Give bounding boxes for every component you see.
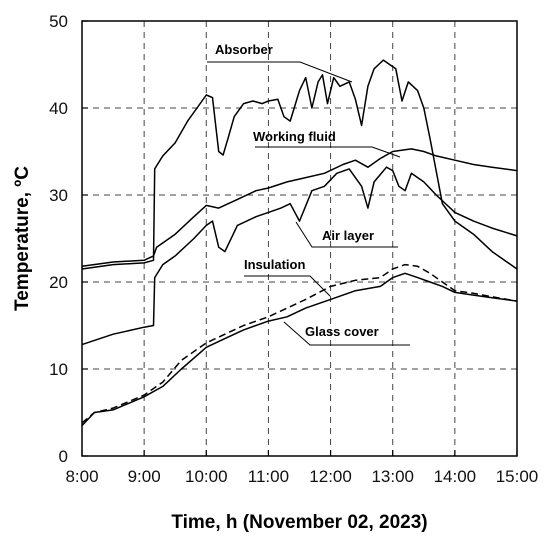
x-tick-label: 10:00 (185, 467, 228, 486)
series-labels: Absorber Working fluid Air layer Insulation… (207, 42, 410, 346)
x-tick-label: 14:00 (434, 467, 477, 486)
x-axis-title: Time, h (November 02, 2023) (171, 512, 427, 533)
series-line-glass-cover (81, 272, 518, 427)
series-label-air-layer: Air layer (322, 228, 374, 243)
y-tick-label: 40 (49, 99, 68, 118)
series-line-air-layer (81, 166, 518, 346)
x-tick-label: 11:00 (248, 467, 289, 486)
y-tick-label: 20 (49, 273, 68, 292)
y-tick-label: 0 (59, 447, 68, 466)
x-tick-label: 15:00 (496, 467, 539, 486)
series-label-absorber: Absorber (215, 42, 273, 57)
series-label-insulation: Insulation (244, 257, 305, 272)
y-tick-label: 50 (49, 12, 68, 31)
series-leader-line (244, 275, 331, 297)
x-tick-label: 8:00 (65, 467, 98, 486)
y-tick-label: 10 (49, 360, 68, 379)
series-leader-line (207, 61, 353, 83)
x-tick-label: 9:00 (128, 467, 161, 486)
series-leader-line (295, 221, 398, 248)
series-line-working-fluid (81, 148, 518, 268)
series-label-working-fluid: Working fluid (253, 129, 336, 144)
series-line-absorber (81, 59, 518, 270)
y-axis-title: Temperature, ºC (12, 166, 33, 311)
y-tick-label: 30 (49, 186, 68, 205)
x-tick-label: 13:00 (371, 467, 414, 486)
series-line-insulation (81, 263, 518, 424)
series-leader-line (283, 321, 410, 346)
series-lines (81, 59, 518, 427)
series-label-glass-cover: Glass cover (305, 324, 379, 339)
axis-ticks: 8:00 9:00 10:00 11:00 12:00 13:00 14:00 15:00 0 1… (49, 12, 538, 486)
x-tick-label: 12:00 (309, 467, 352, 486)
series-leader-line (255, 146, 401, 158)
plot-frame (81, 20, 518, 457)
